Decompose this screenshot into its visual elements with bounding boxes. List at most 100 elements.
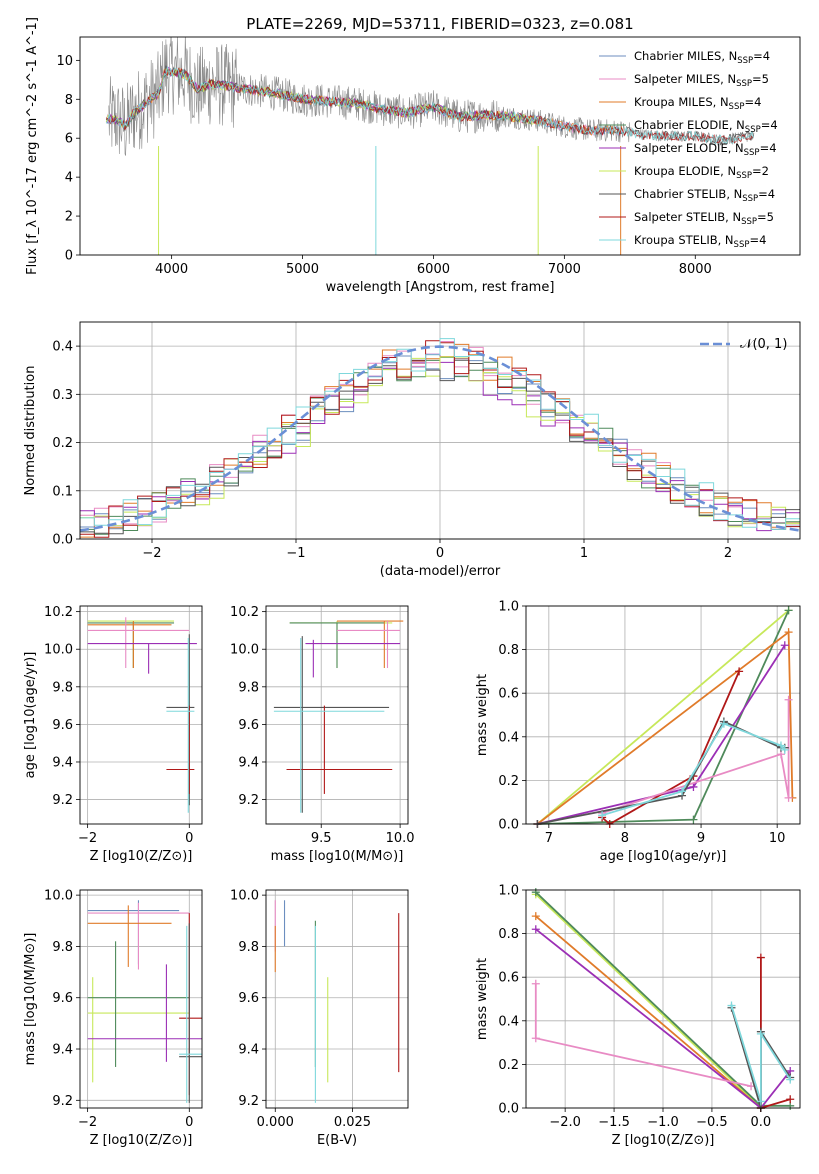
x-axis-label: (data-model)/error (380, 564, 501, 579)
weight_vs_age-panel: 7 8 9 10 0.0 0.2 0.4 0.6 0.8 1.0 age [log10(age/yr… (475, 600, 801, 864)
mass-weight-point (780, 641, 789, 650)
legend-label: Chabrier STELIB, NSSP=4 (634, 187, 775, 204)
x-tick-label: 1 (580, 546, 588, 561)
x-tick-label: 10 (769, 831, 786, 846)
y-tick-label: 10.0 (44, 643, 73, 658)
x-tick-label: 0.000 (257, 1115, 294, 1130)
figure-title: PLATE=2269, MJD=53711, FIBERID=0323, z=0… (246, 15, 633, 33)
y-tick-label: 0.0 (498, 1102, 519, 1117)
mass-weight-line (536, 609, 790, 825)
y-tick-label: 6 (65, 132, 73, 147)
residuals-marks (80, 338, 800, 538)
mass-weight-line (730, 1005, 791, 1102)
axes-frame (79, 605, 203, 825)
y-tick-label: 0.1 (52, 484, 73, 499)
y-tick-label: 0.4 (52, 340, 73, 355)
mass-weight-line (535, 893, 762, 1109)
x-tick-label: 4000 (155, 262, 188, 277)
mass-weight-line (601, 699, 790, 814)
x-axis-label: wavelength [Angstrom, rest frame] (326, 280, 555, 295)
y-tick-label: 0.8 (498, 643, 519, 658)
x-tick-label: 8000 (679, 262, 712, 277)
legend-label: Kroupa STELIB, NSSP=4 (634, 233, 766, 250)
mass-weight-point (735, 667, 744, 676)
y-tick-label: 9.6 (238, 991, 259, 1006)
legend-label: Chabrier ELODIE, NSSP=4 (634, 118, 778, 135)
y-tick-label: 9.6 (52, 718, 73, 733)
legend-label: Salpeter STELIB, NSSP=5 (634, 210, 774, 227)
y-tick-label: 0.4 (498, 730, 519, 745)
y-tick-label: 1.0 (498, 600, 519, 615)
x-tick-label: −1 (286, 546, 305, 561)
legend-label: Kroupa ELODIE, NSSP=2 (634, 164, 769, 181)
residual-histogram-step (80, 356, 800, 528)
y-tick-label: 0.6 (498, 687, 519, 702)
x-tick-label: 0.025 (334, 1115, 371, 1130)
mass-weight-point (689, 782, 698, 791)
y-tick-label: 9.8 (238, 940, 259, 955)
y-tick-label: 10.0 (44, 889, 73, 904)
y-tick-label: 0.2 (498, 1058, 519, 1073)
mass-weight-line (534, 983, 752, 1088)
mass-weight-point (784, 606, 793, 615)
y-tick-label: 0.2 (498, 774, 519, 789)
age_vs_mass-marks (273, 620, 404, 813)
y-tick-label: 1.0 (498, 884, 519, 899)
mass_vs_Z-panel: −2 0 9.2 9.4 9.6 9.8 10.0 Z [log10(Z/Z⊙)] mass [… (23, 889, 203, 1148)
mass-weight-point (756, 1029, 765, 1038)
y-tick-label: 0.0 (52, 533, 73, 548)
y-tick-label: 0 (65, 249, 73, 264)
mass_vs_ebv-panel: 0.000 0.025 9.2 9.4 9.6 9.8 10.0 E(B-V) (230, 889, 409, 1148)
y-tick-label: 9.2 (238, 793, 259, 808)
y-axis-label: mass weight (475, 674, 490, 756)
y-tick-label: 9.2 (52, 1094, 73, 1109)
y-tick-label: 9.4 (238, 1043, 259, 1058)
mass-weight-point (786, 1095, 795, 1104)
model-spectrum-line (105, 68, 539, 131)
y-tick-label: 10.0 (230, 889, 259, 904)
spectrum-panel: 4000 5000 6000 7000 8000 0 2 4 6 8 10 wavelength [A… (25, 17, 801, 295)
x-tick-label: 0.0 (751, 1115, 772, 1130)
x-tick-label: 7000 (548, 262, 581, 277)
y-tick-label: 9.4 (238, 755, 259, 770)
x-tick-label: 7 (545, 831, 553, 846)
y-tick-label: 9.2 (52, 793, 73, 808)
age_vs_Z-marks (87, 617, 197, 813)
x-tick-label: −0.5 (696, 1115, 728, 1130)
x-tick-label: −2 (142, 546, 161, 561)
x-tick-label: 10.0 (386, 831, 415, 846)
y-tick-label: 4 (65, 171, 73, 186)
weight_vs_Z-panel: −2.0 −1.5 −1.0 −0.5 0.0 0.0 0.2 0.4 0.6 0.8 1.0 Z [… (475, 884, 801, 1148)
mass-weight-line (536, 630, 794, 825)
x-tick-label: 0 (185, 1115, 193, 1130)
y-axis-label: mass [log10(M/M⊙)] (23, 933, 38, 1066)
x-tick-label: 9 (697, 831, 705, 846)
mass-weight-line (760, 957, 791, 1110)
y-tick-label: 0.2 (52, 436, 73, 451)
mass-weight-point (531, 925, 540, 934)
x-tick-label: 9.5 (311, 831, 332, 846)
x-tick-label: −2.0 (549, 1115, 581, 1130)
y-tick-label: 10.0 (230, 643, 259, 658)
mass-weight-point (598, 811, 607, 820)
x-axis-label: E(B-V) (317, 1133, 357, 1148)
x-tick-label: −1.5 (598, 1115, 630, 1130)
age_vs_Z-panel: −2 0 9.2 9.4 9.6 9.8 10.0 10.2 Z [log10(Z/Z⊙)] ag… (23, 605, 203, 864)
x-tick-label: 2 (724, 546, 732, 561)
y-axis-label: Normed distribution (23, 366, 38, 496)
y-tick-label: 9.2 (238, 1094, 259, 1109)
legend-label: Salpeter ELODIE, NSSP=4 (634, 141, 777, 158)
model-spectrum-line (105, 66, 754, 145)
residuals-panel: −2 −1 0 1 2 0.0 0.1 0.2 0.3 0.4 (data-model)/error… (23, 321, 801, 579)
y-tick-label: 9.8 (52, 680, 73, 695)
weight_vs_age-marks (533, 606, 797, 828)
x-tick-label: 0 (185, 831, 193, 846)
y-axis-label: age [log10(age/yr)] (23, 652, 38, 779)
x-tick-label: 8 (621, 831, 629, 846)
mass_vs_ebv-marks (274, 900, 400, 1103)
x-tick-label: −2 (78, 1115, 97, 1130)
axes-frame (79, 321, 801, 540)
mass-weight-point (776, 741, 785, 750)
x-tick-label: −2 (78, 831, 97, 846)
mass-weight-point (719, 719, 728, 728)
